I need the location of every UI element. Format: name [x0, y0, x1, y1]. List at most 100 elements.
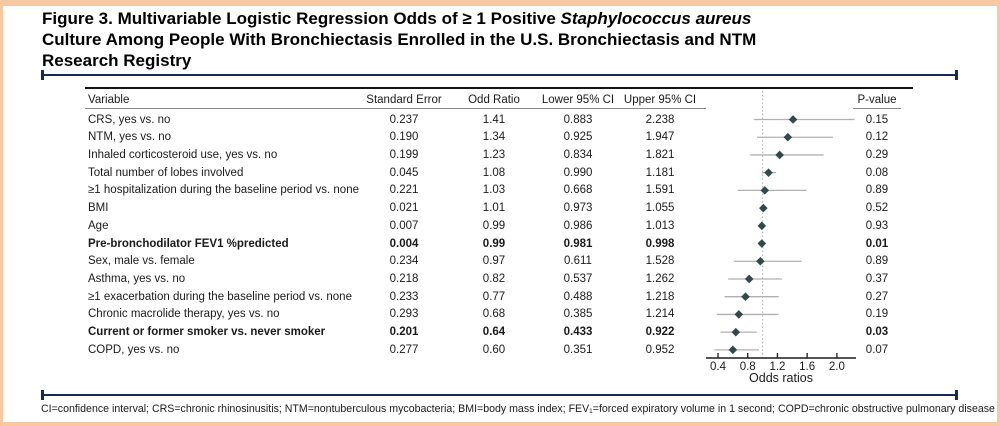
cell-lower-ci: 0.385: [563, 308, 593, 321]
cell-lower-ci: 0.981: [563, 237, 593, 250]
cell-standard-error: 0.277: [389, 343, 419, 356]
cell-variable: CRS, yes vs. no: [88, 113, 171, 126]
cell-lower-ci: 0.351: [563, 343, 593, 356]
cell-lower-ci: 0.488: [563, 290, 593, 303]
header-odd-ratio: Odd Ratio: [468, 94, 520, 106]
header-standard-error: Standard Error: [366, 94, 442, 106]
table-row: Current or former smoker vs. never smoke…: [0, 324, 1000, 340]
cell-upper-ci: 1.181: [645, 166, 675, 179]
cell-odd-ratio: 1.08: [482, 166, 506, 179]
cell-lower-ci: 0.973: [563, 202, 593, 215]
cell-p-value: 0.12: [865, 131, 889, 144]
cell-variable: ≥1 exacerbation during the baseline peri…: [88, 290, 352, 303]
cell-upper-ci: 1.591: [645, 184, 675, 197]
cell-upper-ci: 1.055: [645, 202, 675, 215]
cell-upper-ci: 1.528: [645, 255, 675, 268]
cell-p-value: 0.07: [865, 343, 889, 356]
cell-variable: ≥1 hospitalization during the baseline p…: [88, 184, 359, 197]
cell-odd-ratio: 0.60: [482, 343, 506, 356]
cell-variable: Chronic macrolide therapy, yes vs. no: [88, 308, 280, 321]
cell-standard-error: 0.190: [389, 131, 419, 144]
cell-p-value: 0.19: [865, 308, 889, 321]
divider-rule-top: [41, 70, 958, 80]
cell-odd-ratio: 1.23: [482, 148, 506, 161]
figure-title: Figure 3. Multivariable Logistic Regress…: [42, 8, 957, 71]
cell-standard-error: 0.293: [389, 308, 419, 321]
cell-variable: Pre-bronchodilator FEV1 %predicted: [88, 237, 289, 250]
cell-lower-ci: 0.433: [563, 326, 593, 339]
cell-odd-ratio: 0.68: [482, 308, 506, 321]
cell-odd-ratio: 0.99: [482, 237, 506, 250]
cell-lower-ci: 0.925: [563, 131, 593, 144]
table-header-row: Variable Standard Error Odd Ratio Lower …: [0, 92, 1000, 108]
cell-upper-ci: 1.013: [645, 219, 675, 232]
cell-lower-ci: 0.537: [563, 272, 593, 285]
cell-p-value: 0.89: [865, 184, 889, 197]
cell-p-value: 0.15: [865, 113, 889, 126]
cell-variable: Total number of lobes involved: [88, 166, 244, 179]
header-upper-ci: Upper 95% CI: [623, 94, 697, 106]
cell-variable: Inhaled corticosteroid use, yes vs. no: [88, 148, 278, 161]
cell-lower-ci: 0.668: [563, 184, 593, 197]
figure-title-line2: Culture Among People With Bronchiectasis…: [42, 30, 757, 49]
table-row: Pre-bronchodilator FEV1 %predicted 0.004 0…: [0, 236, 1000, 252]
border-top: [0, 0, 1000, 6]
cell-odd-ratio: 1.03: [482, 184, 506, 197]
cell-upper-ci: 1.218: [645, 290, 675, 303]
border-left: [0, 0, 3, 426]
cell-standard-error: 0.045: [389, 166, 419, 179]
cell-lower-ci: 0.611: [564, 255, 592, 268]
cell-variable: COPD, yes vs. no: [88, 343, 180, 356]
border-bottom: [0, 422, 1000, 426]
cell-p-value: 0.37: [865, 272, 889, 285]
table-row: COPD, yes vs. no 0.277 0.60 0.351 0.952 0.07: [0, 342, 1000, 358]
table-header-underline: [85, 108, 706, 109]
header-p-value: P-value: [857, 94, 897, 106]
cell-variable: Sex, male vs. female: [88, 255, 195, 268]
cell-upper-ci: 0.952: [645, 343, 675, 356]
table-row: Total number of lobes involved 0.045 1.08 0…: [0, 165, 1000, 181]
header-variable: Variable: [88, 94, 130, 106]
cell-p-value: 0.03: [865, 326, 889, 339]
x-axis-tick-label: 2.0: [829, 361, 845, 373]
cell-upper-ci: 1.262: [645, 272, 675, 285]
cell-odd-ratio: 0.82: [482, 272, 506, 285]
cell-standard-error: 0.021: [389, 202, 419, 215]
x-axis-label: Odds ratios: [749, 371, 813, 385]
cell-standard-error: 0.218: [389, 272, 419, 285]
cell-variable: NTM, yes vs. no: [88, 131, 172, 144]
table-row: ≥1 exacerbation during the baseline peri…: [0, 289, 1000, 305]
table-row: CRS, yes vs. no 0.237 1.41 0.883 2.238 0.15: [0, 112, 1000, 128]
cell-standard-error: 0.221: [389, 184, 419, 197]
cell-lower-ci: 0.883: [563, 113, 593, 126]
cell-upper-ci: 1.947: [645, 131, 675, 144]
cell-standard-error: 0.199: [389, 148, 419, 161]
cell-odd-ratio: 1.41: [482, 113, 506, 126]
table-row: ≥1 hospitalization during the baseline p…: [0, 182, 1000, 198]
cell-standard-error: 0.234: [389, 255, 419, 268]
cell-lower-ci: 0.986: [563, 219, 593, 232]
table-row: Inhaled corticosteroid use, yes vs. no 0.…: [0, 147, 1000, 163]
cell-odd-ratio: 0.77: [482, 290, 506, 303]
table-row: NTM, yes vs. no 0.190 1.34 0.925 1.947 0.12: [0, 129, 1000, 145]
border-right: [997, 0, 1000, 426]
cell-odd-ratio: 0.64: [482, 326, 506, 339]
figure-title-line1: Figure 3. Multivariable Logistic Regress…: [42, 9, 561, 28]
cell-standard-error: 0.233: [389, 290, 419, 303]
cell-p-value: 0.01: [865, 237, 889, 250]
table-row: Sex, male vs. female 0.234 0.97 0.611 1.528 0…: [0, 253, 1000, 269]
cell-p-value: 0.08: [865, 166, 889, 179]
table-row: Age 0.007 0.99 0.986 1.013 0.93: [0, 218, 1000, 234]
cell-upper-ci: 1.821: [645, 148, 675, 161]
x-axis-tick-label: 0.4: [710, 361, 727, 373]
footnote-abbreviations: CI=confidence interval; CRS=chronic rhin…: [41, 403, 995, 415]
cell-standard-error: 0.201: [389, 326, 419, 339]
divider-rule-bottom: [41, 390, 958, 400]
table-row: Chronic macrolide therapy, yes vs. no 0.2…: [0, 306, 1000, 322]
cell-standard-error: 0.004: [389, 237, 419, 250]
cell-p-value: 0.27: [865, 290, 889, 303]
cell-odd-ratio: 0.97: [482, 255, 506, 268]
cell-p-value: 0.89: [865, 255, 889, 268]
cell-variable: BMI: [88, 202, 109, 215]
